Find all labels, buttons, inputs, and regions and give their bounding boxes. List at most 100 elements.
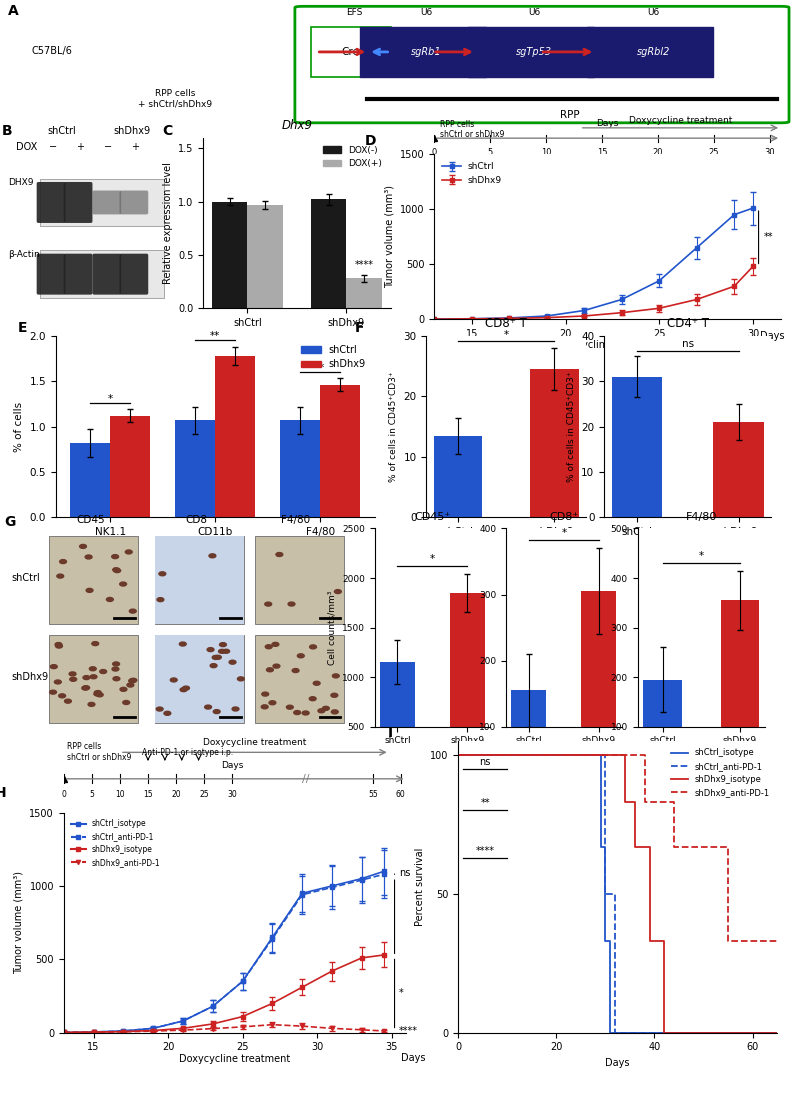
Circle shape	[332, 710, 338, 713]
Bar	[247, 205, 283, 308]
Circle shape	[212, 655, 219, 659]
Circle shape	[125, 550, 132, 554]
Y-axis label: % of cells: % of cells	[14, 402, 24, 451]
Circle shape	[332, 674, 340, 678]
Text: sgRb1: sgRb1	[411, 47, 442, 57]
Text: shCtrl: shCtrl	[48, 127, 77, 137]
Legend: shCtrl, shDhx9: shCtrl, shDhx9	[297, 340, 370, 373]
Bar	[311, 199, 347, 308]
FancyBboxPatch shape	[587, 26, 713, 77]
Line: shCtrl_anti-PD-1: shCtrl_anti-PD-1	[458, 755, 777, 1033]
Circle shape	[222, 650, 230, 653]
Circle shape	[100, 669, 107, 674]
Text: ns: ns	[399, 868, 410, 877]
Text: F: F	[355, 321, 364, 336]
Text: 15: 15	[597, 149, 607, 157]
Circle shape	[171, 678, 177, 682]
Circle shape	[123, 700, 130, 705]
Text: Anti-PD-1 or isotype i.p.: Anti-PD-1 or isotype i.p.	[142, 748, 233, 756]
Circle shape	[90, 675, 97, 678]
Circle shape	[120, 687, 127, 691]
Text: 25: 25	[199, 791, 209, 799]
Circle shape	[214, 710, 220, 713]
Circle shape	[297, 654, 304, 657]
Text: Doxycycline treatment: Doxycycline treatment	[629, 116, 732, 126]
Text: 30: 30	[227, 791, 238, 799]
shCtrl_isotype	[601, 935, 611, 948]
Circle shape	[286, 706, 293, 709]
Y-axis label: Cell counts/mm³: Cell counts/mm³	[328, 590, 336, 665]
Text: 10: 10	[115, 791, 125, 799]
Text: **: **	[481, 798, 490, 808]
Circle shape	[272, 642, 279, 646]
Circle shape	[207, 647, 214, 652]
Text: CD8: CD8	[186, 514, 207, 524]
Bar	[110, 416, 150, 517]
Circle shape	[83, 676, 90, 679]
Circle shape	[273, 664, 280, 668]
Bar	[380, 662, 415, 776]
Circle shape	[60, 559, 66, 564]
Y-axis label: Tumor volume (mm³): Tumor volume (mm³)	[384, 185, 395, 288]
Y-axis label: % of cells in CD45⁺CD3⁺: % of cells in CD45⁺CD3⁺	[567, 371, 575, 482]
shDhx9_anti-PD-1	[640, 749, 650, 762]
Text: 5: 5	[488, 149, 493, 157]
Bar	[434, 436, 482, 517]
Bar	[175, 421, 215, 517]
Bar	[212, 201, 247, 308]
Circle shape	[229, 661, 236, 664]
Text: shDhx9: shDhx9	[11, 672, 49, 683]
Circle shape	[164, 711, 171, 716]
Bar	[49, 635, 138, 722]
shDhx9_isotype	[645, 840, 654, 853]
shDhx9_anti-PD-1	[453, 749, 463, 762]
Text: D: D	[365, 134, 376, 149]
Circle shape	[50, 665, 57, 668]
Text: sgRbl2: sgRbl2	[637, 47, 670, 57]
shDhx9_anti-PD-1	[723, 840, 732, 853]
Circle shape	[82, 686, 88, 690]
Circle shape	[85, 555, 92, 559]
FancyBboxPatch shape	[120, 253, 148, 295]
Text: Doxycycline treatment: Doxycycline treatment	[203, 738, 307, 746]
Circle shape	[205, 705, 211, 709]
Text: *: *	[699, 550, 704, 560]
Text: ns: ns	[480, 756, 491, 766]
FancyBboxPatch shape	[311, 26, 391, 77]
Bar	[612, 377, 662, 517]
Circle shape	[83, 686, 89, 689]
Circle shape	[323, 707, 329, 710]
shDhx9_isotype	[659, 935, 669, 948]
Circle shape	[292, 668, 299, 673]
Circle shape	[80, 544, 86, 548]
Text: −: −	[49, 142, 57, 152]
Circle shape	[331, 694, 338, 697]
Bar	[512, 690, 547, 793]
Line: shDhx9_isotype: shDhx9_isotype	[458, 755, 777, 1033]
Text: 5: 5	[89, 791, 94, 799]
shCtrl_isotype	[606, 1026, 615, 1039]
Circle shape	[238, 677, 245, 680]
Text: *: *	[504, 330, 508, 340]
shDhx9_isotype	[659, 1026, 669, 1039]
Text: 25: 25	[709, 149, 719, 157]
Circle shape	[261, 693, 269, 696]
FancyBboxPatch shape	[64, 253, 92, 295]
shCtrl_isotype	[453, 749, 463, 762]
Bar	[450, 592, 485, 776]
Text: RPP cells
shCtrl or shDhx9: RPP cells shCtrl or shDhx9	[440, 120, 505, 139]
Bar	[255, 536, 344, 623]
Text: U6: U6	[647, 8, 660, 18]
Circle shape	[214, 655, 222, 659]
Circle shape	[269, 700, 276, 705]
Circle shape	[113, 677, 120, 680]
Circle shape	[219, 643, 226, 646]
shCtrl_anti-PD-1	[611, 887, 620, 901]
shCtrl_isotype	[595, 840, 605, 853]
Text: shCtrl: shCtrl	[11, 573, 40, 584]
Text: 30: 30	[764, 149, 775, 157]
Bar	[49, 536, 138, 623]
Circle shape	[112, 568, 120, 571]
Text: CD45: CD45	[76, 514, 104, 524]
Text: +: +	[132, 142, 139, 152]
